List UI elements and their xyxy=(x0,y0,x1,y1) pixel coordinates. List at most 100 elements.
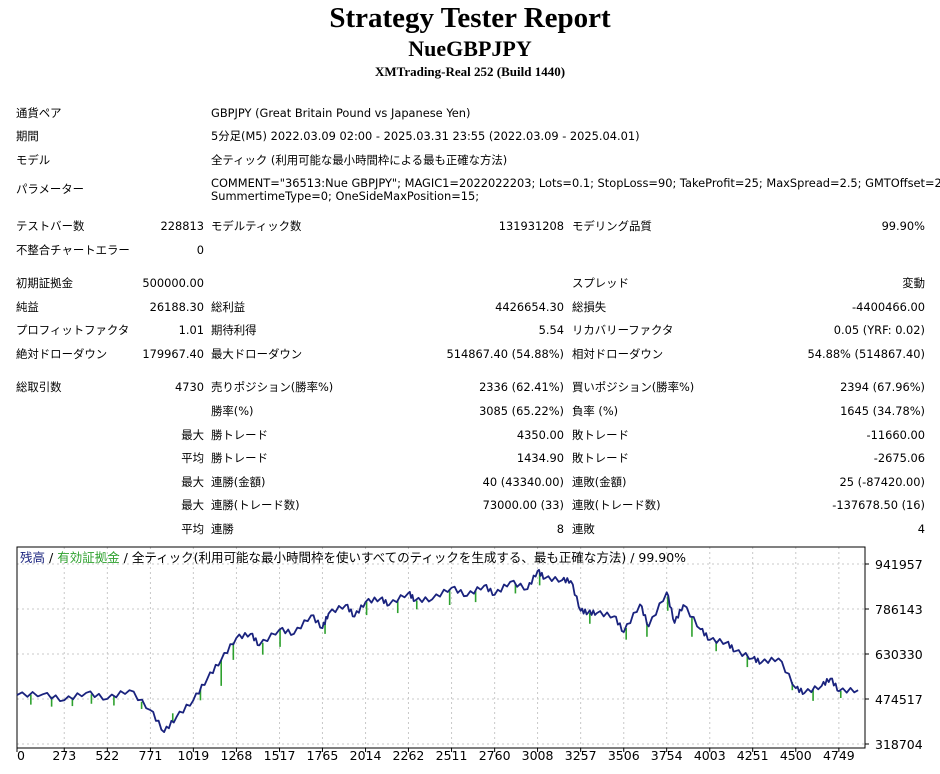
x-tick-label: 1268 xyxy=(221,748,253,763)
report-server: XMTrading-Real 252 (Build 1440) xyxy=(374,64,566,79)
payoff-label: 期待利得 xyxy=(211,323,257,337)
y-tick-label: 474517 xyxy=(875,692,923,707)
net-value: 26188.30 xyxy=(149,300,204,314)
chart-marks xyxy=(16,568,859,734)
x-tick-label: 4003 xyxy=(694,748,726,763)
max-consec-profit-label: 連勝(トレード数) xyxy=(211,498,300,512)
x-tick-label: 2262 xyxy=(393,748,425,763)
x-tick-label: 3008 xyxy=(522,748,554,763)
balance-line xyxy=(16,568,859,734)
rel-dd-value: 54.88% (514867.40) xyxy=(807,347,925,361)
avg-loss-label: 敗トレード xyxy=(572,451,629,465)
avg-consec-word: 平均 xyxy=(181,522,204,536)
y-tick-label: 318704 xyxy=(875,737,923,752)
x-axis: 0 273 522 771 1019 1268 1517 1765 2014 2262 2511 27… xyxy=(16,748,855,763)
short-label: 売りポジション(勝率%) xyxy=(211,380,334,394)
x-tick-label: 771 xyxy=(139,748,163,763)
deposit-label: 初期証拠金 xyxy=(16,276,73,290)
trades-value: 4730 xyxy=(175,380,204,394)
chart-legend: 残高 / 有効証拠金 / 全ティック(利用可能な最小時間枠を使いすべてのティック… xyxy=(20,550,686,565)
quality-label: モデリング品質 xyxy=(572,219,652,233)
avg-win-label: 勝トレード xyxy=(211,451,268,465)
mismatch-label: 不整合チャートエラー xyxy=(16,243,130,257)
chart-grid xyxy=(16,547,865,748)
symbol-label: 通貨ペア xyxy=(16,106,62,120)
legend-balance: 残高 xyxy=(20,550,45,565)
abs-dd-label: 絶対ドローダウン xyxy=(16,347,108,361)
deposit-value: 500000.00 xyxy=(142,276,204,290)
consec-wins-money-value: 40 (43340.00) xyxy=(482,475,564,489)
gross-loss-value: -4400466.00 xyxy=(852,300,925,314)
x-tick-label: 1517 xyxy=(264,748,296,763)
report-title: Strategy Tester Report xyxy=(329,2,611,34)
avg-consec-wins-value: 8 xyxy=(556,522,564,536)
loss-rate-value: 1645 (34.78%) xyxy=(840,404,925,418)
max-consec-word: 最大 xyxy=(181,475,204,489)
max-consec-profit-word: 最大 xyxy=(181,498,204,512)
spread-value: 変動 xyxy=(902,276,925,290)
x-tick-label: 3257 xyxy=(565,748,597,763)
params-value-line1: COMMENT="36513:Nue GBPJPY"; MAGIC1=20220… xyxy=(211,176,940,190)
model-value: 全ティック (利用可能な最小時間枠による最も正確な方法) xyxy=(211,153,508,167)
win-rate-value: 3085 (65.22%) xyxy=(479,404,564,418)
x-tick-label: 2760 xyxy=(479,748,511,763)
net-label: 純益 xyxy=(16,300,39,314)
x-tick-label: 3754 xyxy=(651,748,683,763)
y-tick-label: 630330 xyxy=(875,647,923,662)
rf-label: リカバリーファクタ xyxy=(572,323,674,337)
largest-win-label: 勝トレード xyxy=(211,428,268,442)
largest-loss-value: -11660.00 xyxy=(866,428,925,442)
ticks-label: モデルティック数 xyxy=(211,219,302,233)
avg-consec-wins-label: 連勝 xyxy=(211,522,234,536)
trades-label: 総取引数 xyxy=(16,380,62,394)
x-tick-label: 4251 xyxy=(737,748,769,763)
x-tick-label: 4749 xyxy=(823,748,855,763)
x-tick-label: 522 xyxy=(95,748,119,763)
y-tick-label: 941957 xyxy=(875,557,923,572)
avg-consec-losses-label: 連敗 xyxy=(572,522,595,536)
avg-loss-value: -2675.06 xyxy=(873,451,925,465)
long-label: 買いポジション(勝率%) xyxy=(572,380,695,394)
x-tick-label: 273 xyxy=(52,748,76,763)
x-tick-label: 2511 xyxy=(436,748,468,763)
max-dd-label: 最大ドローダウン xyxy=(211,347,303,361)
gross-loss-label: 総損失 xyxy=(572,300,607,314)
period-label: 期間 xyxy=(16,129,39,143)
loss-rate-label: 負率 (%) xyxy=(572,404,619,418)
largest-win-value: 4350.00 xyxy=(516,428,564,442)
gross-profit-label: 総利益 xyxy=(211,300,246,314)
legend-description: / 全ティック(利用可能な最小時間枠を使いすべてのティックを生成する、最も正確な… xyxy=(120,550,686,565)
pf-label: プロフィットファクタ xyxy=(16,323,130,337)
win-rate-label: 勝率(%) xyxy=(211,404,254,418)
x-tick-label: 1019 xyxy=(177,748,209,763)
largest-loss-label: 敗トレード xyxy=(572,428,629,442)
x-tick-label: 4500 xyxy=(780,748,812,763)
report-subtitle: NueGBPJPY xyxy=(408,36,532,61)
consec-losses-money-value: 25 (-87420.00) xyxy=(839,475,925,489)
x-tick-label: 0 xyxy=(17,748,25,763)
long-value: 2394 (67.96%) xyxy=(840,380,925,394)
avg-consec-losses-value: 4 xyxy=(917,522,925,536)
max-consec-profit-value: 73000.00 (33) xyxy=(482,498,564,512)
y-axis: 941957 786143 630330 474517 318704 xyxy=(865,557,923,752)
consec-wins-money-label: 連勝(金額) xyxy=(211,475,266,489)
max-dd-value: 514867.40 (54.88%) xyxy=(446,347,564,361)
params-value-line2: SummertimeType=0; OneSideMaxPosition=15; xyxy=(211,189,480,203)
x-tick-label: 2014 xyxy=(350,748,382,763)
ticks-value: 131931208 xyxy=(498,219,564,233)
y-tick-label: 786143 xyxy=(875,602,923,617)
gross-profit-value: 4426654.30 xyxy=(495,300,564,314)
short-value: 2336 (62.41%) xyxy=(479,380,564,394)
balance-chart: 0 273 522 771 1019 1268 1517 1765 2014 2262 2511 27… xyxy=(16,546,923,763)
legend-equity: 有効証拠金 xyxy=(57,550,120,565)
spread-label: スプレッド xyxy=(572,276,629,290)
rel-dd-label: 相対ドローダウン xyxy=(572,347,664,361)
max-consec-loss-value: -137678.50 (16) xyxy=(832,498,925,512)
rf-value: 0.05 (YRF: 0.02) xyxy=(833,323,925,337)
bars-label: テストバー数 xyxy=(16,219,85,233)
payoff-value: 5.54 xyxy=(538,323,564,337)
x-tick-label: 1765 xyxy=(307,748,339,763)
model-label: モデル xyxy=(16,153,51,167)
mismatch-value: 0 xyxy=(196,243,204,257)
largest-word: 最大 xyxy=(181,428,204,442)
